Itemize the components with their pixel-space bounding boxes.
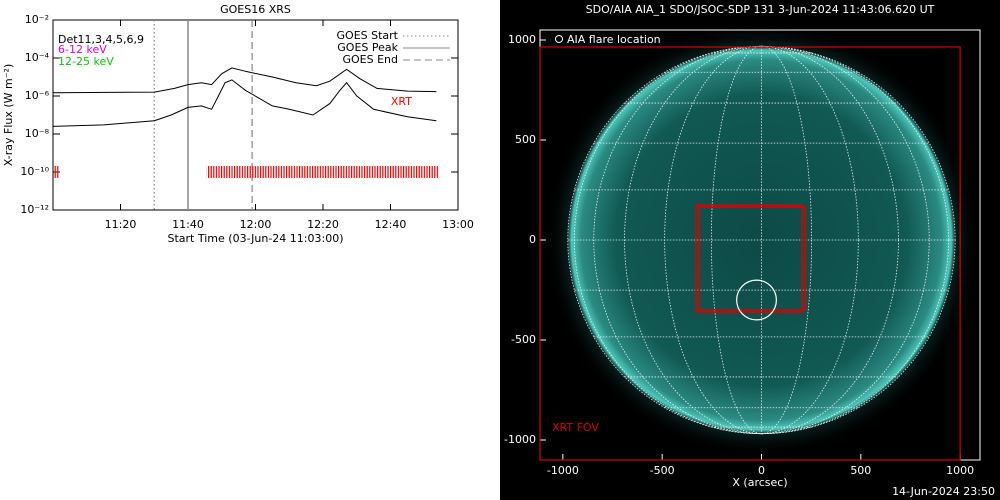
chart-title: GOES16 XRS bbox=[220, 3, 291, 16]
x-axis-label: X (arcsec) bbox=[732, 476, 787, 489]
xrt-fov bbox=[539, 46, 961, 461]
y-axis-label: X-ray Flux (W m⁻²) bbox=[2, 64, 15, 166]
y-tick-label: 10⁻⁴ bbox=[25, 51, 50, 64]
x-tick-label: 12:40 bbox=[375, 218, 407, 231]
flare-legend-symbol bbox=[555, 35, 563, 43]
xrt-box bbox=[695, 204, 803, 313]
legend-label: GOES End bbox=[342, 53, 398, 66]
annotation: XRT bbox=[391, 95, 412, 108]
legend-label: GOES Start bbox=[337, 29, 399, 42]
x-tick-label: 0 bbox=[758, 464, 765, 477]
timestamp: 14-Jun-2024 23:50 bbox=[892, 485, 995, 498]
xrt-box bbox=[698, 206, 806, 311]
flux-line bbox=[52, 79, 437, 127]
flux-line bbox=[52, 67, 437, 94]
x-axis-label: Start Time (03-Jun-24 11:03:00) bbox=[168, 232, 344, 245]
legend-label: GOES Peak bbox=[337, 41, 398, 54]
longitude-line bbox=[567, 45, 956, 435]
x-tick-label: -1000 bbox=[547, 464, 579, 477]
longitude-line bbox=[574, 45, 949, 435]
x-tick-label: 11:40 bbox=[172, 218, 204, 231]
y-tick-label: 10⁻⁶ bbox=[25, 89, 50, 102]
x-tick-label: -500 bbox=[650, 464, 675, 477]
x-tick-label: 11:20 bbox=[105, 218, 137, 231]
y-tick-label: 0 bbox=[529, 233, 536, 246]
fov-label: XRT FOV bbox=[552, 421, 599, 434]
y-tick-label: -1000 bbox=[504, 433, 536, 446]
y-tick-label: 500 bbox=[515, 133, 536, 146]
heliographic-grid bbox=[567, 45, 956, 435]
x-tick-label: 12:00 bbox=[240, 218, 272, 231]
y-tick-label: 10⁻⁸ bbox=[25, 127, 50, 140]
xrt-observations bbox=[206, 166, 439, 178]
annotation: 6-12 keV bbox=[58, 43, 107, 56]
flare-location bbox=[736, 279, 777, 321]
x-tick-label: 12:20 bbox=[307, 218, 339, 231]
xrt-observations bbox=[54, 166, 60, 178]
x-tick-label: 1000 bbox=[946, 464, 974, 477]
chart-title: SDO/AIA AIA_1 SDO/JSOC-SDP 131 3-Jun-202… bbox=[586, 3, 935, 16]
annotation: 12-25 keV bbox=[58, 55, 114, 68]
x-tick-label: 500 bbox=[850, 464, 871, 477]
y-tick-label: 1000 bbox=[508, 33, 536, 46]
y-tick-label: 10⁻² bbox=[25, 13, 49, 26]
x-tick-label: 13:00 bbox=[442, 218, 474, 231]
y-tick-label: -500 bbox=[511, 333, 536, 346]
y-tick-label: 10⁻¹⁰ bbox=[20, 165, 49, 178]
flare-legend-label: AIA flare location bbox=[567, 33, 661, 46]
annotation: Det11,3,4,5,6,9 bbox=[58, 33, 144, 46]
y-tick-label: 10⁻¹² bbox=[20, 203, 49, 216]
